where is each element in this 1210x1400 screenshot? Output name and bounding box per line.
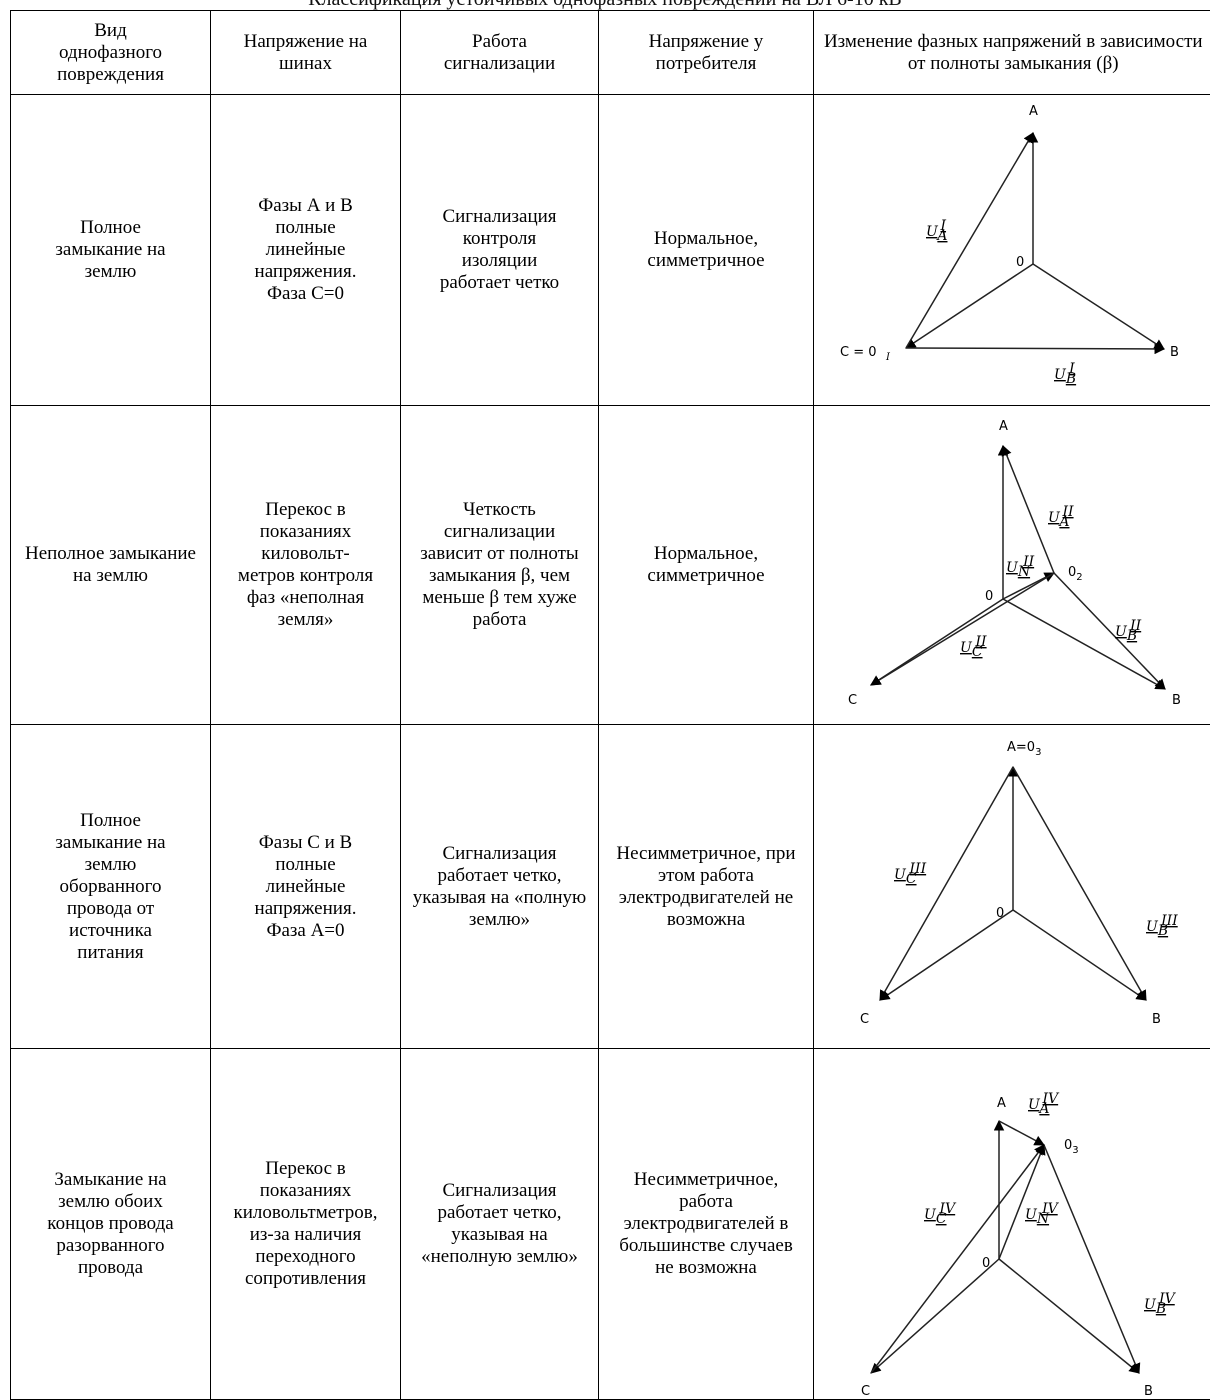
vector-u-b-label: UBI <box>1054 361 1076 387</box>
neutral-label: 0 <box>1016 255 1024 270</box>
phase-diagram-cell: A B C = 0 I 0 UAI UBI <box>814 95 1210 406</box>
phase-a-label: A <box>997 1096 1006 1111</box>
vector-u-a-label: UAI <box>926 218 948 244</box>
vector-u-c-label: UCIV <box>924 1201 957 1227</box>
phase-a-label: A <box>999 419 1008 434</box>
consumer-voltage-cell: Нормальное, симметричное <box>599 95 814 406</box>
vector-diagram-partial-fault: A B C 0 02 UAII UNII UBII UCII <box>814 406 1210 724</box>
consumer-voltage-cell: Нормальное, симметричное <box>599 406 814 725</box>
phase-c-label: C = 0 <box>840 345 877 360</box>
vector-u-c-label: UCII <box>960 634 987 660</box>
neutral-label: 0 <box>982 1256 990 1271</box>
phase-a-label: A <box>1029 104 1038 119</box>
table-row: Полное замыкание на землю Фазы А и В пол… <box>11 95 1210 406</box>
neutral-shift-label: 02 <box>1068 565 1083 583</box>
consumer-voltage-cell: Несимметричное, при этом работа электрод… <box>599 725 814 1049</box>
table-row: Замыкание на землю обоих концов провода … <box>11 1049 1210 1400</box>
phase-c-label: C <box>860 1012 869 1027</box>
vector-u-c-label: UCIII <box>894 861 927 887</box>
signaling-cell: Сигнализация работает четко, указывая на… <box>401 725 599 1049</box>
phase-c-label: C <box>848 693 857 708</box>
bus-voltage-cell: Фазы А и В полные линейные напряжения. Ф… <box>211 95 401 406</box>
vector-u-a-label: UAII <box>1048 504 1074 530</box>
phase-b-label: B <box>1172 693 1181 708</box>
bus-voltage-cell: Фазы С и В полные линейные напряжения. Ф… <box>211 725 401 1049</box>
bus-voltage-cell: Перекос в показаниях киловольт-метров ко… <box>211 406 401 725</box>
fault-type-cell: Полное замыкание на землю <box>11 95 211 406</box>
vector-u-n-label: UNII <box>1006 554 1035 580</box>
vector-u-a-label: UAIV <box>1028 1091 1060 1117</box>
header-phase-diagram: Изменение фазных напряжений в зависимост… <box>814 11 1210 95</box>
phase-b-label: B <box>1170 345 1179 360</box>
vector-u-b-label: UBIII <box>1146 913 1178 939</box>
phase-c-label: C <box>861 1384 870 1399</box>
vector-diagram-broken-wire-source: A=03 B C 0 UCIII UBIII <box>814 725 1210 1048</box>
vector-u-n-label: UNIV <box>1025 1201 1060 1227</box>
vector-u-b-label: UBIV <box>1144 1291 1177 1317</box>
fault-classification-table: Вид однофазного повреждения Напряжение н… <box>10 10 1210 1400</box>
neutral-label: 0 <box>996 906 1004 921</box>
phase-b-label: B <box>1144 1384 1153 1399</box>
signaling-cell: Сигнализация контроля изоляции работает … <box>401 95 599 406</box>
signaling-cell: Четкость сигнализации зависит от полноты… <box>401 406 599 725</box>
signaling-cell: Сигнализация работает четко, указывая на… <box>401 1049 599 1400</box>
table-row: Неполное замыкание на землю Перекос в по… <box>11 406 1210 725</box>
table-caption: Классификация устойчивых однофазных повр… <box>0 0 1210 10</box>
vector-diagram-full-fault: A B C = 0 I 0 UAI UBI <box>814 95 1210 405</box>
phase-diagram-cell: A B C 0 03 UAIV UCIV UNIV UBIV <box>814 1049 1210 1400</box>
neutral-label: 0 <box>985 589 993 604</box>
vector-diagram-broken-wire-both-ends: A B C 0 03 UAIV UCIV UNIV UBIV <box>814 1049 1210 1399</box>
header-signaling: Работа сигнализации <box>401 11 599 95</box>
phase-diagram-cell: A B C 0 02 UAII UNII UBII UCII <box>814 406 1210 725</box>
header-row: Вид однофазного повреждения Напряжение н… <box>11 11 1210 95</box>
consumer-voltage-cell: Несимметричное, работа электродвигателей… <box>599 1049 814 1400</box>
phase-c-subscript: I <box>885 352 891 363</box>
fault-type-cell: Полное замыкание на землю оборванного пр… <box>11 725 211 1049</box>
header-consumer-voltage: Напряжение у потребителя <box>599 11 814 95</box>
header-fault-type: Вид однофазного повреждения <box>11 11 211 95</box>
fault-type-cell: Неполное замыкание на землю <box>11 406 211 725</box>
fault-type-cell: Замыкание на землю обоих концов провода … <box>11 1049 211 1400</box>
neutral-shift-label: 03 <box>1064 1138 1079 1156</box>
phase-a-label: A=03 <box>1007 740 1041 758</box>
header-bus-voltage: Напряжение на шинах <box>211 11 401 95</box>
bus-voltage-cell: Перекос в показаниях киловольтметров, из… <box>211 1049 401 1400</box>
phase-diagram-cell: A=03 B C 0 UCIII UBIII <box>814 725 1210 1049</box>
phase-b-label: B <box>1152 1012 1161 1027</box>
table-row: Полное замыкание на землю оборванного пр… <box>11 725 1210 1049</box>
